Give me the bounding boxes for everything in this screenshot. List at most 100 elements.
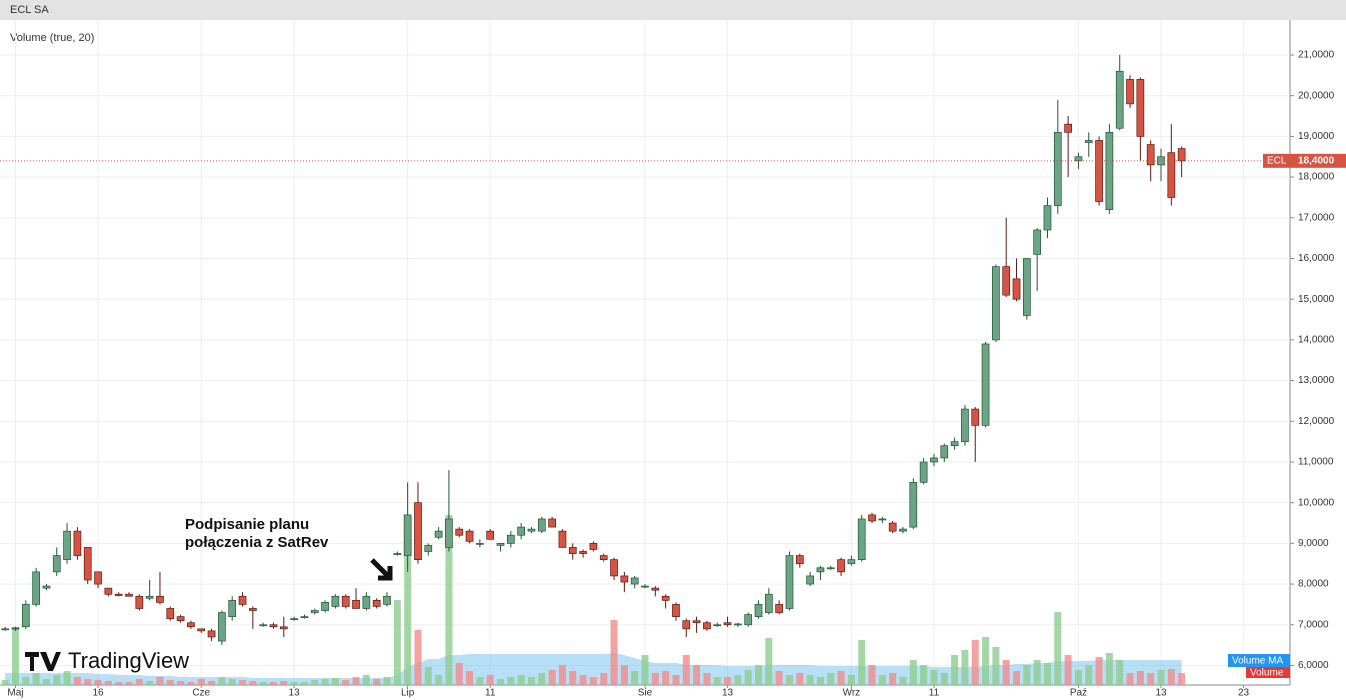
volume-bar [878,675,886,685]
candle-body [589,543,598,550]
x-tick-label: 13 [1155,688,1167,699]
candle-body [806,575,814,585]
candle-body [785,555,794,609]
volume-bar [300,682,308,685]
candle-body [362,595,371,609]
y-tick-label: 7,0000 [1298,619,1329,630]
candle-body [692,620,701,624]
volume-bar [104,681,112,685]
volume-bar [1023,665,1031,685]
candle-body [352,599,360,609]
volume-bar [548,670,556,685]
volume-bar [177,681,185,685]
volume-bar [259,682,267,685]
volume-bar [1,680,9,685]
volume-bar [156,677,164,685]
y-tick-label: 15,0000 [1298,294,1335,305]
volume-bar [32,673,40,685]
x-tick-label: 23 [1238,688,1250,699]
volume-bar [631,671,639,685]
volume-bar [1064,655,1072,685]
candle-body [1167,152,1176,198]
volume-bar [827,673,835,685]
legend-volume: Volume [1250,668,1284,679]
candle-body [857,518,866,561]
volume-bar [362,675,370,685]
price-tag-value: 18,4000 [1298,155,1335,166]
volume-bar [517,675,525,685]
x-tick-label: 13 [722,688,734,699]
candle-body [156,595,164,603]
volume-bar [806,675,814,685]
volume-bar [393,600,401,685]
candle-body [506,534,515,544]
volume-bar [558,665,566,685]
annotation-line: połączenia z SatRev [185,534,329,551]
volume-bar [228,679,236,685]
volume-bar [920,665,928,685]
candle-body [104,587,113,595]
candle-body [1105,131,1114,211]
volume-bar [930,670,938,685]
volume-bar [961,650,969,685]
volume-bar [424,667,432,685]
candle-body [424,545,433,552]
volume-bar [383,677,391,685]
volume-bar [1033,660,1041,685]
candle-body [125,593,133,597]
volume-bar [1054,612,1062,685]
volume-bar [1105,653,1113,685]
legend-volume-ma: Volume MA [1232,656,1283,667]
candle-body [290,618,298,621]
candle-body [579,551,587,554]
candle-body [950,441,959,447]
candle-body [259,624,268,627]
volume-bar [63,671,71,685]
volume-bar [42,679,50,685]
candle-body [1053,131,1062,206]
y-tick-label: 13,0000 [1298,375,1335,386]
x-tick-label: 11 [929,688,940,699]
candle-body [888,522,897,532]
candle-body [992,266,1000,341]
volume-bar [197,679,205,685]
candle-body [826,567,835,570]
volume-bar [321,679,329,685]
candle-body [610,559,618,577]
y-tick-label: 12,0000 [1298,416,1335,427]
x-tick-label: 13 [289,688,301,699]
volume-bar [135,679,143,685]
volume-bar [1085,665,1093,685]
candle-body [558,530,567,548]
candle-body [734,623,742,626]
volume-bar [569,671,577,685]
candle-body [661,595,670,601]
volume-bar [84,679,92,685]
y-tick-label: 9,0000 [1298,538,1329,549]
candle-body [414,502,422,561]
candle-body [971,408,980,426]
candle-body [981,343,990,426]
y-tick-label: 16,0000 [1298,253,1335,264]
volume-bar [775,671,783,685]
candle-body [187,622,195,628]
candle-body [11,627,20,630]
candle-body [393,553,402,555]
volume-bar [414,630,422,685]
y-tick-label: 18,0000 [1298,172,1335,183]
candle-body [1074,156,1083,162]
legend-bg [1246,667,1290,678]
volume-bar [662,671,670,685]
candle-body [135,595,144,609]
volume-bar [1157,670,1165,685]
candle-body [847,559,856,565]
candle-body [403,514,412,556]
symbol-title: ECL SA [10,4,49,16]
candle-body [176,616,185,622]
volume-bar [651,673,659,685]
candle-body [300,616,309,618]
volume-bar [682,655,690,685]
candle-body [1115,70,1124,129]
x-tick-label: Wrz [843,688,861,699]
x-tick-label: Cze [192,688,210,699]
